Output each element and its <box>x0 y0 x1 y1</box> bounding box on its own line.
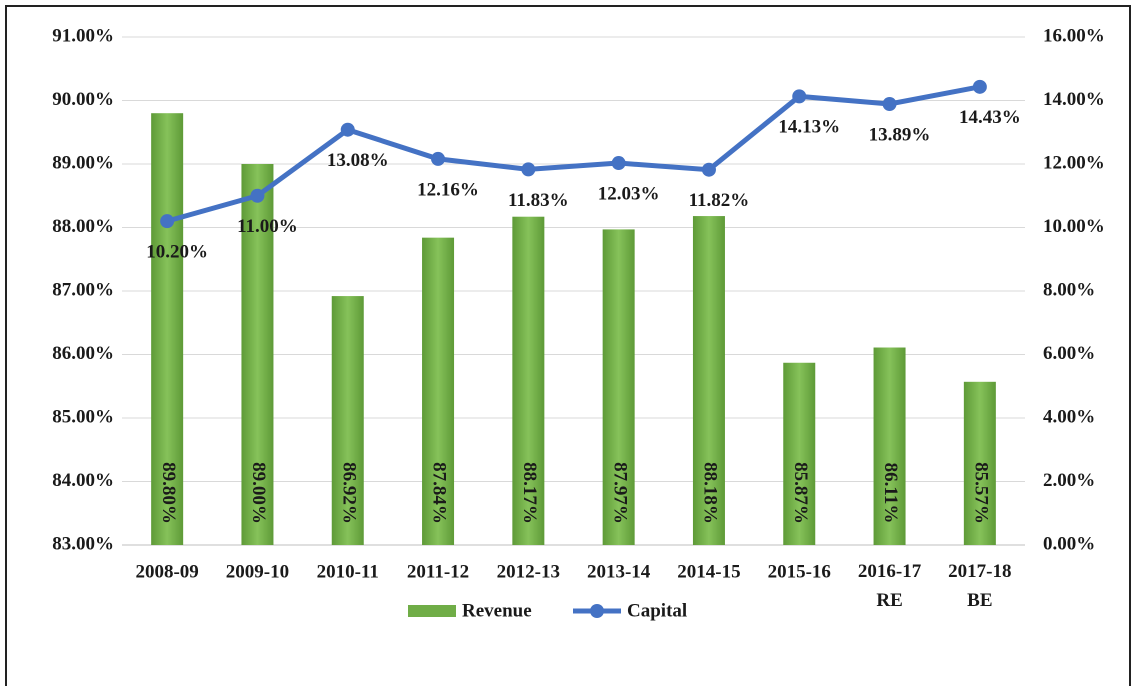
line-value-label: 14.13% <box>778 117 840 138</box>
y-tick-label: 87.00% <box>52 279 114 300</box>
y2-tick-label: 0.00% <box>1043 533 1095 554</box>
line-value-label: 11.83% <box>508 190 569 211</box>
bar-value-label: 88.17% <box>519 462 540 524</box>
line-marker <box>792 89 807 104</box>
bar-value-label: 86.92% <box>338 462 359 524</box>
line-value-label: 13.08% <box>327 150 389 171</box>
bar <box>692 216 725 545</box>
line-value-label: 10.20% <box>146 242 208 263</box>
x-tick-label: 2008-09 <box>135 561 198 582</box>
capital-line <box>166 84 981 224</box>
y-tick-label: 86.00% <box>52 343 114 364</box>
x-tick-line: RE <box>876 590 902 611</box>
bar-value-label: 87.97% <box>609 462 630 524</box>
line-value-label: 13.89% <box>869 124 931 145</box>
legend-marker <box>590 604 604 618</box>
bar <box>331 296 364 545</box>
line-marker <box>521 162 536 177</box>
line-marker <box>611 156 626 171</box>
line-value-label: 12.03% <box>598 183 660 204</box>
x-tick-label: 2013-14 <box>587 561 651 582</box>
x-tick-label: 2010-11 <box>317 561 379 582</box>
x-tick-label: 2016-17 RE <box>858 561 922 611</box>
x-tick-line: 2017-18 <box>948 561 1011 582</box>
y-tick-label: 91.00% <box>52 25 114 46</box>
line-value-label: 14.43% <box>959 107 1021 128</box>
bar <box>422 237 455 545</box>
legend-label: Capital <box>627 600 687 621</box>
x-tick-line: 2016-17 <box>858 561 922 582</box>
x-tick-label: 2015-16 <box>768 561 831 582</box>
bar <box>873 347 906 545</box>
y2-tick-label: 8.00% <box>1043 279 1095 300</box>
line-marker <box>972 79 987 94</box>
bar-value-label: 87.84% <box>429 462 450 524</box>
bar-value-label: 85.57% <box>970 462 991 524</box>
x-tick-line: BE <box>967 590 992 611</box>
y-tick-label: 89.00% <box>52 152 114 173</box>
x-tick-label: 2017-18 BE <box>948 561 1011 611</box>
bar <box>241 164 274 545</box>
line-value-label: 11.82% <box>689 190 750 211</box>
chart-frame <box>5 5 1131 686</box>
y2-tick-label: 2.00% <box>1043 470 1095 491</box>
line-value-label: 12.16% <box>417 179 479 200</box>
line-marker <box>340 122 355 137</box>
line-value-label: 11.00% <box>237 216 298 237</box>
bar <box>783 362 816 545</box>
y2-tick-label: 14.00% <box>1043 89 1105 110</box>
legend-swatch <box>408 605 456 617</box>
line-marker <box>160 214 175 229</box>
bar <box>963 381 996 545</box>
y-tick-label: 90.00% <box>52 89 114 110</box>
y2-tick-label: 16.00% <box>1043 25 1105 46</box>
bar-value-label: 89.80% <box>158 462 179 524</box>
legend-label: Revenue <box>462 600 532 621</box>
line-marker <box>701 162 716 177</box>
bar <box>151 113 184 545</box>
y2-tick-label: 10.00% <box>1043 216 1105 237</box>
y-tick-label: 85.00% <box>52 406 114 427</box>
y-tick-label: 84.00% <box>52 470 114 491</box>
line-marker <box>250 188 265 203</box>
y-tick-label: 83.00% <box>52 533 114 554</box>
y2-tick-label: 12.00% <box>1043 152 1105 173</box>
y-tick-label: 88.00% <box>52 216 114 237</box>
x-tick-label: 2012-13 <box>497 561 560 582</box>
bar-value-label: 89.00% <box>248 462 269 524</box>
bar-value-label: 88.18% <box>700 462 721 524</box>
bar-value-label: 85.87% <box>790 462 811 524</box>
bar <box>512 216 545 545</box>
y2-tick-label: 6.00% <box>1043 343 1095 364</box>
line-marker <box>882 96 897 111</box>
y2-tick-label: 4.00% <box>1043 406 1095 427</box>
x-tick-label: 2009-10 <box>226 561 289 582</box>
x-tick-label: 2011-12 <box>407 561 469 582</box>
x-tick-label: 2014-15 <box>677 561 740 582</box>
bar <box>602 229 635 545</box>
bar-value-label: 86.11% <box>880 463 901 524</box>
line-marker <box>431 151 446 166</box>
